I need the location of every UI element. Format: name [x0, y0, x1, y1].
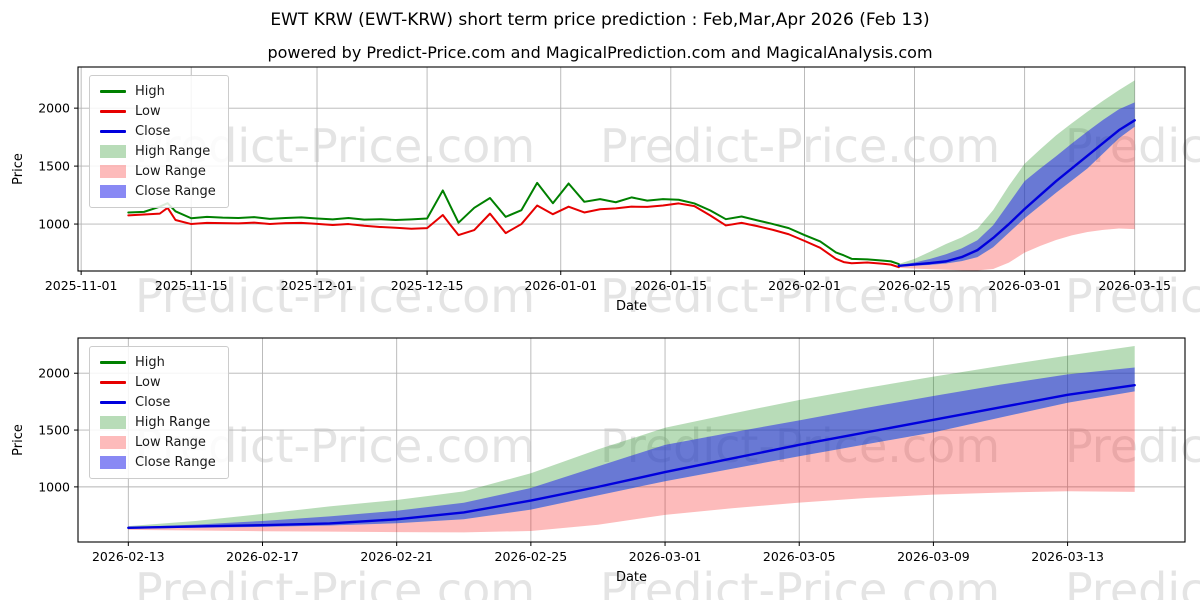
top-chart-legend: High Low Close High Range Low Range Close Ran… [89, 75, 229, 208]
x-tick-label: 2026-03-15 [1098, 278, 1171, 293]
legend-label: Low Range [135, 435, 206, 450]
x-tick-label: 2025-11-01 [45, 278, 118, 293]
legend-label: Close Range [135, 455, 216, 470]
close-range-band [898, 102, 1135, 267]
x-tick-label: 2026-03-09 [897, 549, 970, 564]
legend-item-low-range: Low Range [100, 163, 216, 180]
x-tick-label: 2025-11-15 [155, 278, 228, 293]
y-tick-label: 1500 [38, 423, 70, 438]
y-axis-label: Price [11, 424, 26, 456]
y-tick-label: 2000 [38, 101, 70, 116]
y-tick-label: 1000 [38, 479, 70, 494]
watermark-text: Predict-Price.com [600, 269, 1001, 323]
x-tick-label: 2026-01-01 [524, 278, 597, 293]
bottom-chart: 1000 1500 2000 2026-02-13 2026-02-17 2026-02-… [11, 337, 1186, 585]
legend-label: High [135, 84, 165, 99]
close-range-band [128, 367, 1135, 529]
x-tick-label: 2026-02-17 [226, 549, 299, 564]
legend-patch-swatch [100, 416, 126, 429]
legend-line-swatch [100, 361, 126, 364]
legend-line-swatch [100, 401, 126, 404]
x-tick-label: 2026-02-25 [495, 549, 568, 564]
watermark-text: Predict-Price.com [600, 119, 1001, 173]
y-tick-label: 1500 [38, 159, 70, 174]
x-tick-label: 2026-02-01 [768, 278, 841, 293]
x-tick-label: 2025-12-15 [391, 278, 464, 293]
close-line [897, 119, 1136, 267]
watermark-text: Predict-Price.com [135, 563, 536, 600]
legend-item-high: High [100, 354, 216, 371]
x-axis-label: Date [616, 299, 647, 314]
watermark-text: Predict-Price.com [600, 563, 1001, 600]
legend-item-low: Low [100, 374, 216, 391]
legend-line-swatch [100, 130, 126, 133]
legend-label: High Range [135, 415, 211, 430]
low-range-band [128, 391, 1135, 533]
x-tick-label: 2026-01-15 [634, 278, 707, 293]
watermark-text: Predict-Price.com [1065, 423, 1200, 469]
x-tick-label: 2026-03-01 [988, 278, 1061, 293]
x-tick-label: 2026-03-05 [763, 549, 836, 564]
legend-item-close-range: Close Range [100, 454, 216, 471]
top-chart: 1000 1500 2000 2025-11-01 2025-11-15 2025-12-… [11, 66, 1186, 314]
legend-item-high: High [100, 83, 216, 100]
legend-label: Low Range [135, 164, 206, 179]
x-tick-label: 2025-12-01 [281, 278, 354, 293]
legend-item-high-range: High Range [100, 143, 216, 160]
y-tick-label: 2000 [38, 366, 70, 381]
plot-border [77, 337, 1186, 543]
legend-line-swatch [100, 381, 126, 384]
close-line [127, 383, 1136, 529]
legend-label: Close [135, 124, 171, 139]
legend-patch-swatch [100, 145, 126, 158]
high-range-band [128, 345, 1135, 529]
legend-label: High [135, 355, 165, 370]
legend-label: Close Range [135, 184, 216, 199]
x-tick-label: 2026-03-01 [629, 549, 702, 564]
high-range-band [898, 80, 1135, 267]
legend-label: Low [135, 375, 161, 390]
legend-item-close-range: Close Range [100, 183, 216, 200]
legend-item-close: Close [100, 123, 216, 140]
bottom-chart-legend: High Low Close High Range Low Range Close Ran… [89, 346, 229, 479]
x-tick-label: 2026-02-15 [878, 278, 951, 293]
legend-item-close: Close [100, 394, 216, 411]
legend-line-swatch [100, 110, 126, 113]
legend-label: Low [135, 104, 161, 119]
legend-label: High Range [135, 144, 211, 159]
watermark-text: Predict-Price.com [1065, 563, 1200, 600]
legend-patch-swatch [100, 456, 126, 469]
watermark-text: Predict-Price.com [1065, 269, 1200, 323]
plot-border [77, 66, 1186, 272]
x-tick-label: 2026-02-13 [92, 549, 165, 564]
figure-subtitle: powered by Predict-Price.com and Magical… [267, 43, 933, 62]
x-axis-label: Date [616, 570, 647, 585]
high-line [127, 181, 900, 266]
legend-label: Close [135, 395, 171, 410]
legend-line-swatch [100, 90, 126, 93]
x-tick-label: 2026-03-13 [1031, 549, 1104, 564]
legend-item-high-range: High Range [100, 414, 216, 431]
low-range-band [898, 126, 1135, 271]
y-tick-label: 1000 [38, 217, 70, 232]
legend-patch-swatch [100, 185, 126, 198]
low-line [127, 202, 900, 269]
legend-patch-swatch [100, 436, 126, 449]
y-axis-label: Price [11, 153, 26, 185]
legend-item-low-range: Low Range [100, 434, 216, 451]
legend-patch-swatch [100, 165, 126, 178]
watermark-text: Predict-Price.com [135, 269, 536, 323]
figure-title: EWT KRW (EWT-KRW) short term price predi… [270, 10, 930, 30]
x-tick-label: 2026-02-21 [360, 549, 433, 564]
legend-item-low: Low [100, 103, 216, 120]
